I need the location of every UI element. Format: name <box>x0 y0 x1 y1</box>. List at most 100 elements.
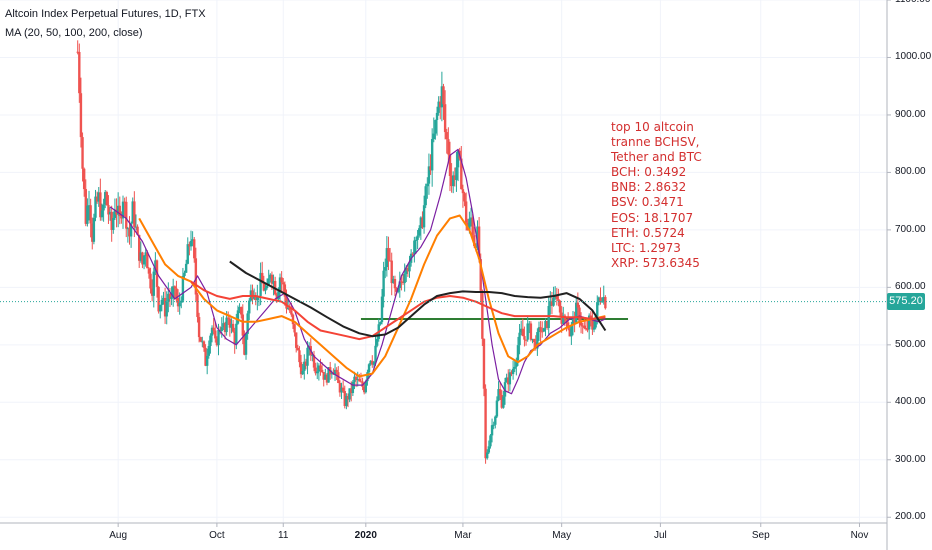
candle-body <box>421 217 424 228</box>
candle-body <box>285 296 288 309</box>
candle-body <box>220 327 223 332</box>
candle-body <box>301 370 304 375</box>
candle-body <box>448 154 452 177</box>
candle-body <box>175 288 178 298</box>
candle-body <box>562 315 565 324</box>
candle-body <box>413 240 416 255</box>
chart-grid <box>0 0 887 523</box>
candle-body <box>513 366 516 369</box>
candle-body <box>393 279 397 289</box>
candle-body <box>168 293 172 299</box>
candle-body <box>141 252 144 265</box>
candle-body <box>575 302 578 323</box>
candle-body <box>505 377 508 383</box>
candle-body <box>469 217 473 219</box>
candle-body <box>298 350 301 363</box>
candle-body <box>335 369 338 373</box>
candle-body <box>225 317 228 333</box>
candle-body <box>170 296 173 299</box>
candle-body <box>160 299 164 305</box>
y-tick-label: 1100.00 <box>895 0 930 5</box>
chart-axes <box>0 0 891 550</box>
candle-body <box>482 338 486 389</box>
candle-body <box>464 201 468 223</box>
candle-body <box>429 166 432 171</box>
candle-body <box>568 328 571 337</box>
candle-body <box>261 272 264 284</box>
candle-body <box>468 218 471 231</box>
candle-body <box>241 314 244 336</box>
candle-body <box>191 239 194 241</box>
candle-body <box>337 372 340 384</box>
candle-body <box>142 255 146 265</box>
candle-body <box>107 205 110 215</box>
candle-body <box>384 267 387 271</box>
ma-line-ma-50 <box>138 214 606 378</box>
candle-body <box>218 329 222 332</box>
candle-body <box>270 274 274 284</box>
candle-body <box>372 361 376 365</box>
candle-body <box>396 288 400 292</box>
x-tick-label: Jul <box>653 530 667 541</box>
candle-body <box>566 322 570 329</box>
candle-body <box>403 273 406 284</box>
candle-body <box>133 201 136 227</box>
candle-body <box>461 189 465 194</box>
candle-body <box>570 324 573 337</box>
candle-body <box>353 376 356 382</box>
candle-body <box>599 297 602 302</box>
candle-body <box>81 137 84 169</box>
y-tick-label: 400.00 <box>895 396 926 408</box>
candle-body <box>126 228 130 230</box>
candle-body <box>388 260 392 262</box>
candle-body <box>183 272 186 276</box>
candle-body <box>165 301 168 317</box>
x-tick-label: May <box>552 530 572 541</box>
candle-body <box>354 376 358 380</box>
candle-body <box>518 332 521 346</box>
candle-body <box>256 296 259 301</box>
candle-body <box>440 86 444 108</box>
candle-body <box>290 310 293 315</box>
candle-body <box>345 395 348 407</box>
candle-body <box>262 283 266 291</box>
candle-body <box>304 361 308 366</box>
candle-body <box>359 381 363 383</box>
candle-body <box>196 294 199 318</box>
candle-body <box>176 297 180 307</box>
candle-body <box>453 175 457 180</box>
moving-averages <box>109 148 607 395</box>
candle-body <box>447 139 450 155</box>
candle-body <box>320 369 324 373</box>
candle-body <box>414 239 418 241</box>
candle-body <box>375 339 379 346</box>
candle-body <box>110 211 113 230</box>
candle-body <box>382 270 385 297</box>
candle-body <box>435 112 439 121</box>
candle-body <box>392 279 395 284</box>
x-tick-label: Mar <box>454 530 472 541</box>
candle-body <box>277 291 280 300</box>
candle-body <box>102 204 105 211</box>
candle-body <box>380 296 384 323</box>
candle-body <box>248 300 251 314</box>
candle-body <box>254 295 257 301</box>
y-tick-label: 900.00 <box>895 108 926 120</box>
candle-body <box>341 387 345 392</box>
candle-body <box>523 336 526 340</box>
candle-body <box>214 330 217 339</box>
candle-body <box>87 205 91 207</box>
candle-body <box>76 51 79 53</box>
candle-body <box>265 285 269 289</box>
candle-body <box>139 252 143 261</box>
candle-body <box>230 323 233 328</box>
candle-body <box>573 317 576 323</box>
candle-body <box>238 307 241 311</box>
candle-body <box>280 277 283 283</box>
candle-body <box>150 288 154 296</box>
candle-body <box>327 367 330 383</box>
y-tick-label: 300.00 <box>895 453 926 465</box>
candle-body <box>275 294 278 300</box>
candle-body <box>223 323 227 333</box>
